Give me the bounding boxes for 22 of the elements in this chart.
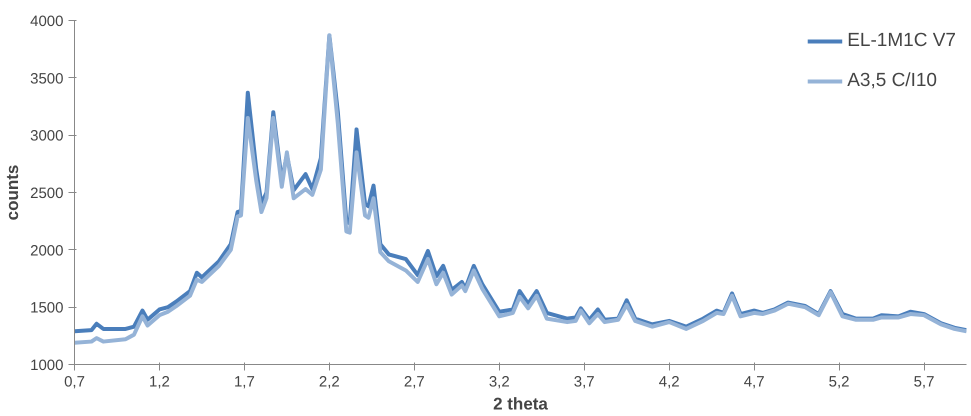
x-tick-label: 3,2 — [488, 374, 510, 390]
y-tick-label: 1500 — [30, 300, 64, 317]
y-tick-label: 2500 — [30, 185, 64, 202]
x-tick-label: 3,7 — [574, 374, 595, 390]
x-tick-label: 1,2 — [149, 374, 170, 390]
y-axis-title: counts — [3, 164, 22, 220]
x-tick-label: 2,2 — [318, 374, 340, 390]
x-axis-title: 2 theta — [493, 394, 548, 414]
x-tick-label: 2,7 — [404, 374, 425, 390]
x-tick-label: 1,7 — [234, 374, 255, 390]
legend-label: EL-1M1C V7 — [847, 30, 956, 52]
y-tick-label: 1000 — [30, 357, 64, 374]
x-tick-label: 0,7 — [64, 374, 85, 390]
legend-label: A3,5 C/I10 — [847, 70, 937, 92]
x-tick-label: 4,2 — [658, 374, 680, 390]
y-tick-label: 4000 — [30, 13, 64, 30]
x-tick-label: 4,7 — [744, 374, 765, 390]
y-tick-label: 2000 — [30, 242, 64, 260]
y-tick-label: 3500 — [30, 70, 64, 88]
y-tick-label: 3000 — [30, 128, 64, 145]
x-tick-label: 5,7 — [914, 374, 934, 390]
x-tick-label: 5,2 — [828, 374, 850, 390]
